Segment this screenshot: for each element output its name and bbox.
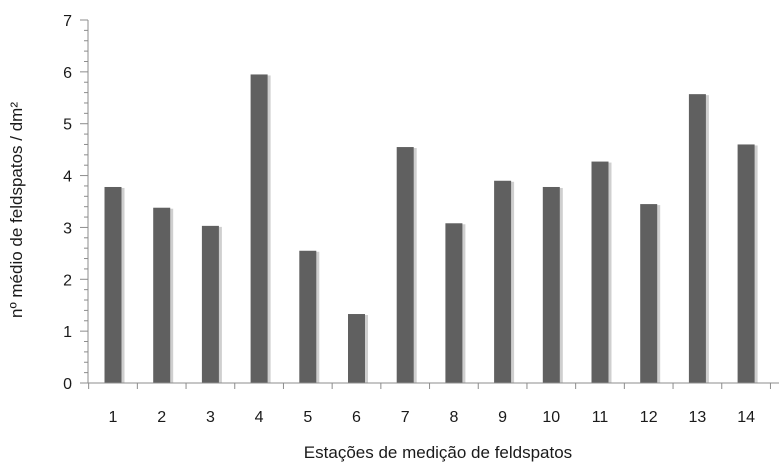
bar <box>445 223 463 383</box>
x-tick-label: 10 <box>542 409 560 426</box>
y-tick-labels: 0 1 2 3 4 5 6 7 <box>63 13 72 393</box>
x-tick-label: 5 <box>303 409 312 426</box>
y-tick-label: 1 <box>63 324 72 341</box>
x-tick-label: 13 <box>689 409 707 426</box>
y-tick-label: 7 <box>63 13 72 30</box>
y-tick-label: 2 <box>63 272 72 289</box>
bar <box>348 314 365 383</box>
bar <box>591 161 609 383</box>
y-tick-label: 4 <box>63 169 72 186</box>
x-tick-label: 8 <box>449 409 458 426</box>
x-tick-label: 14 <box>737 409 755 426</box>
x-tick-label: 11 <box>592 409 609 426</box>
bars <box>104 74 758 384</box>
x-tick-label: 3 <box>206 409 215 426</box>
bar <box>542 186 560 383</box>
bar <box>688 94 706 384</box>
bar <box>396 147 414 383</box>
bar <box>250 74 268 383</box>
x-tick-label: 12 <box>640 409 658 426</box>
x-tick-label: 1 <box>109 409 118 426</box>
x-axis-title: Estações de medição de feldspatos <box>304 443 572 462</box>
y-tick-label: 3 <box>63 220 72 237</box>
y-tick-label: 6 <box>63 65 72 82</box>
x-tick-label: 7 <box>401 409 410 426</box>
bar <box>104 186 122 383</box>
y-tick-label: 5 <box>63 117 72 134</box>
bar <box>494 180 512 383</box>
bar <box>640 204 658 383</box>
y-tick-label: 0 <box>63 376 72 393</box>
bar <box>299 250 317 383</box>
x-tick-label: 2 <box>157 409 166 426</box>
x-tick-label: 6 <box>352 409 361 426</box>
axes <box>80 19 779 389</box>
bar <box>201 225 219 383</box>
x-tick-labels: 1 2 3 4 5 6 7 8 9 10 11 12 13 14 <box>109 409 756 426</box>
y-axis-title: nº médio de feldspatos / dm² <box>7 102 26 318</box>
bar <box>153 207 171 383</box>
x-tick-label: 4 <box>255 409 264 426</box>
x-tick-label: 9 <box>498 409 507 426</box>
bar <box>737 144 755 383</box>
